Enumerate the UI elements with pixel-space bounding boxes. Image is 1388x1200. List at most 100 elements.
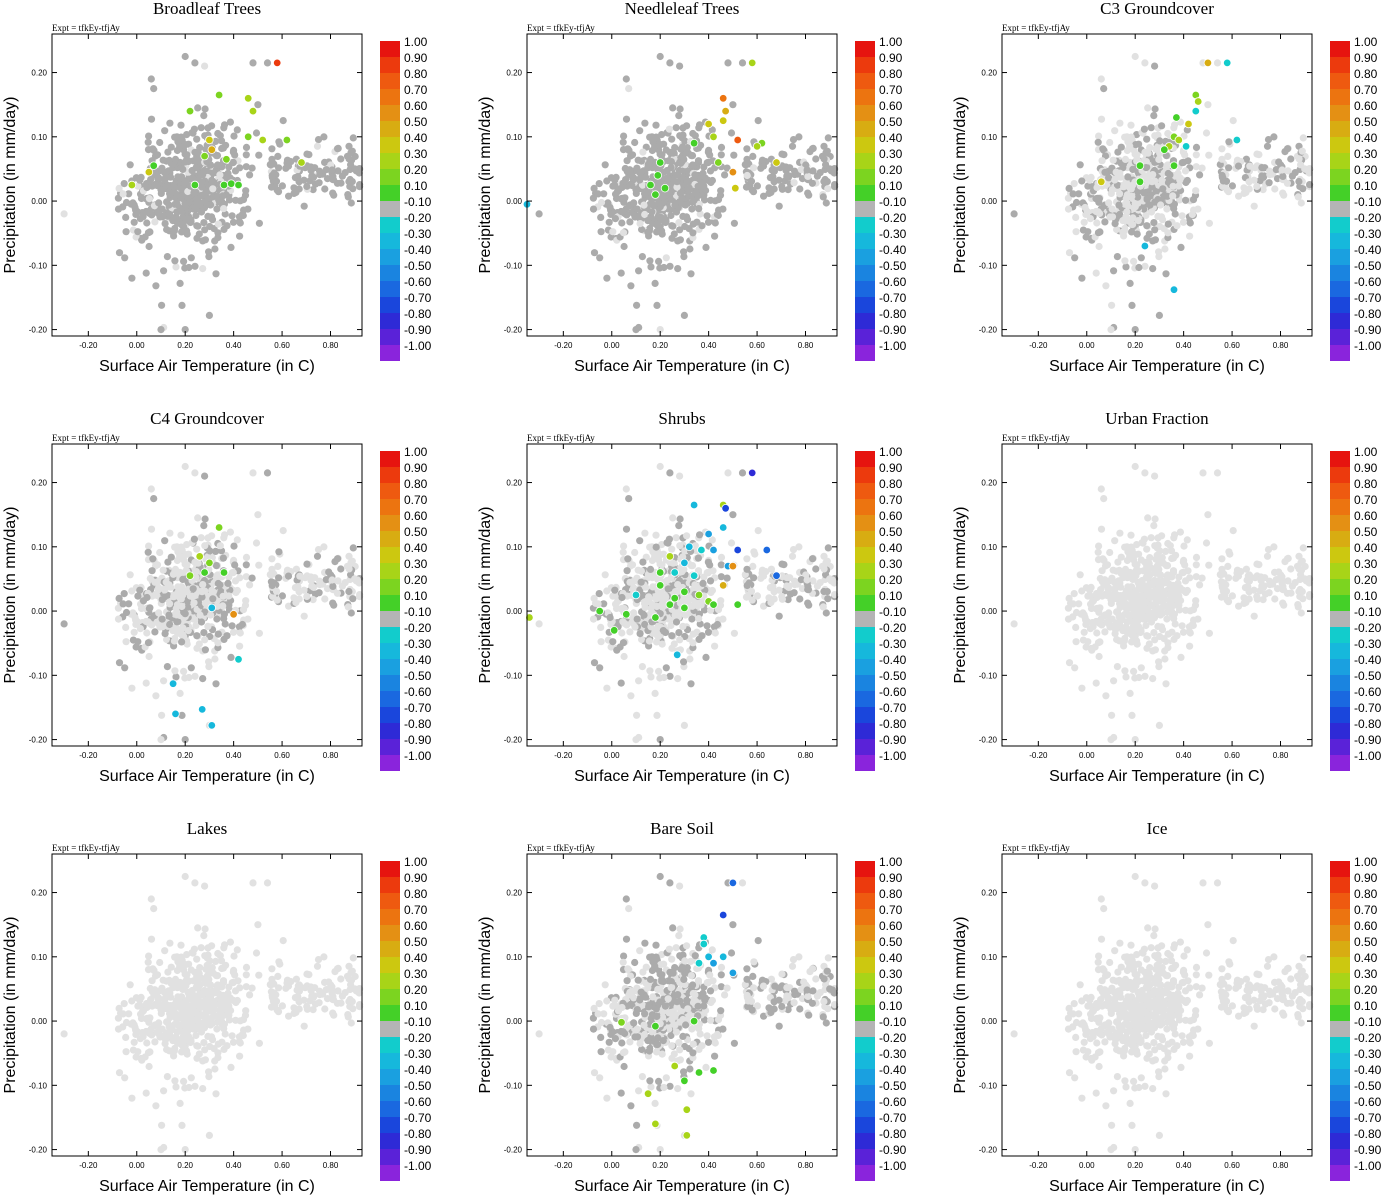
data-point: [805, 601, 813, 609]
data-point: [144, 208, 152, 216]
data-point: [1158, 586, 1166, 595]
colorbar-label: -0.20: [1354, 621, 1382, 635]
data-point: [206, 547, 214, 555]
data-point: [1107, 736, 1115, 744]
data-point: [1115, 201, 1123, 209]
colorbar-label: -0.30: [879, 637, 907, 651]
data-point: [159, 566, 167, 574]
data-point: [246, 171, 254, 179]
data-point: [183, 951, 191, 959]
data-point: [770, 588, 778, 596]
data-point: [128, 684, 136, 692]
data-point: [675, 219, 683, 227]
data-point: [1110, 267, 1118, 275]
data-point: [315, 999, 323, 1007]
y-tick-label: -0.10: [979, 671, 998, 680]
data-point: [1258, 582, 1266, 590]
data-point: [1181, 167, 1190, 175]
data-point: [824, 595, 832, 603]
colorbar-swatch: [1330, 547, 1350, 563]
data-point: [1076, 161, 1084, 169]
data-point: [597, 213, 605, 221]
colorbar-label: -0.90: [1354, 323, 1382, 337]
data-point: [1084, 638, 1092, 646]
data-point: [1258, 164, 1266, 172]
colorbar-swatch: [380, 675, 400, 691]
data-point: [236, 629, 244, 637]
data-point: [662, 664, 670, 672]
data-point: [1147, 124, 1155, 132]
data-point: [688, 205, 696, 213]
data-point: [60, 620, 68, 628]
colorbar-swatch: [380, 89, 400, 105]
data-point: [178, 711, 186, 720]
data-point: [784, 596, 792, 604]
data-point: [1266, 167, 1274, 175]
data-point: [191, 672, 199, 680]
data-point: [680, 565, 688, 574]
data-point: [239, 606, 248, 614]
data-point: [1182, 606, 1190, 614]
data-point: [144, 229, 153, 237]
data-point: [1259, 186, 1267, 194]
data-point: [349, 185, 357, 193]
colorbar-swatch: [1330, 281, 1350, 297]
data-point: [183, 1050, 191, 1058]
data-point: [826, 575, 834, 583]
data-point: [1173, 222, 1181, 230]
data-point: [611, 215, 620, 223]
data-point: [626, 218, 634, 226]
data-point: [1198, 164, 1206, 172]
data-point: [334, 145, 342, 153]
data-point: [200, 629, 208, 637]
data-point: [328, 166, 336, 174]
data-point: [645, 227, 654, 235]
data-point: [160, 677, 168, 685]
data-point: [1142, 621, 1150, 630]
data-point: [349, 954, 357, 962]
data-point: [1131, 200, 1139, 208]
y-axis-label: Precipitation (in mm/day): [477, 97, 494, 274]
data-point: [754, 527, 762, 535]
data-point-colored: [653, 171, 662, 180]
data-point: [660, 263, 668, 272]
data-point: [748, 596, 756, 604]
data-point: [790, 589, 798, 597]
data-point: [813, 582, 822, 590]
data-point: [205, 248, 213, 256]
data-point-colored: [673, 650, 682, 659]
data-point: [668, 632, 676, 640]
data-point: [819, 193, 827, 201]
data-point: [1086, 625, 1094, 633]
data-point: [1150, 629, 1158, 637]
data-point: [1140, 189, 1148, 197]
x-axis-label: Surface Air Temperature (in C): [99, 358, 315, 375]
data-point: [1108, 596, 1116, 604]
data-point: [1186, 642, 1194, 650]
data-point: [177, 941, 185, 949]
data-point: [227, 243, 235, 251]
data-point: [1151, 515, 1159, 523]
data-point-colored: [200, 151, 209, 161]
x-tick-label: 0.00: [604, 341, 620, 350]
data-point: [683, 176, 691, 184]
data-point: [1169, 592, 1177, 600]
data-point: [1143, 644, 1151, 652]
data-point: [1245, 588, 1253, 596]
data-point: [1295, 155, 1303, 163]
data-point: [1272, 576, 1280, 584]
data-point: [157, 326, 165, 334]
data-point: [254, 101, 262, 109]
data-point: [1228, 592, 1236, 600]
data-point: [185, 263, 193, 272]
data-point: [321, 185, 329, 193]
data-point: [631, 623, 639, 631]
data-point: [114, 1025, 123, 1033]
data-point: [1228, 182, 1236, 190]
colorbar-label: 0.50: [1354, 525, 1378, 539]
data-point: [1120, 593, 1128, 601]
data-point: [278, 182, 286, 190]
data-point: [1155, 565, 1163, 574]
data-point: [201, 1056, 209, 1064]
data-point: [229, 218, 238, 226]
